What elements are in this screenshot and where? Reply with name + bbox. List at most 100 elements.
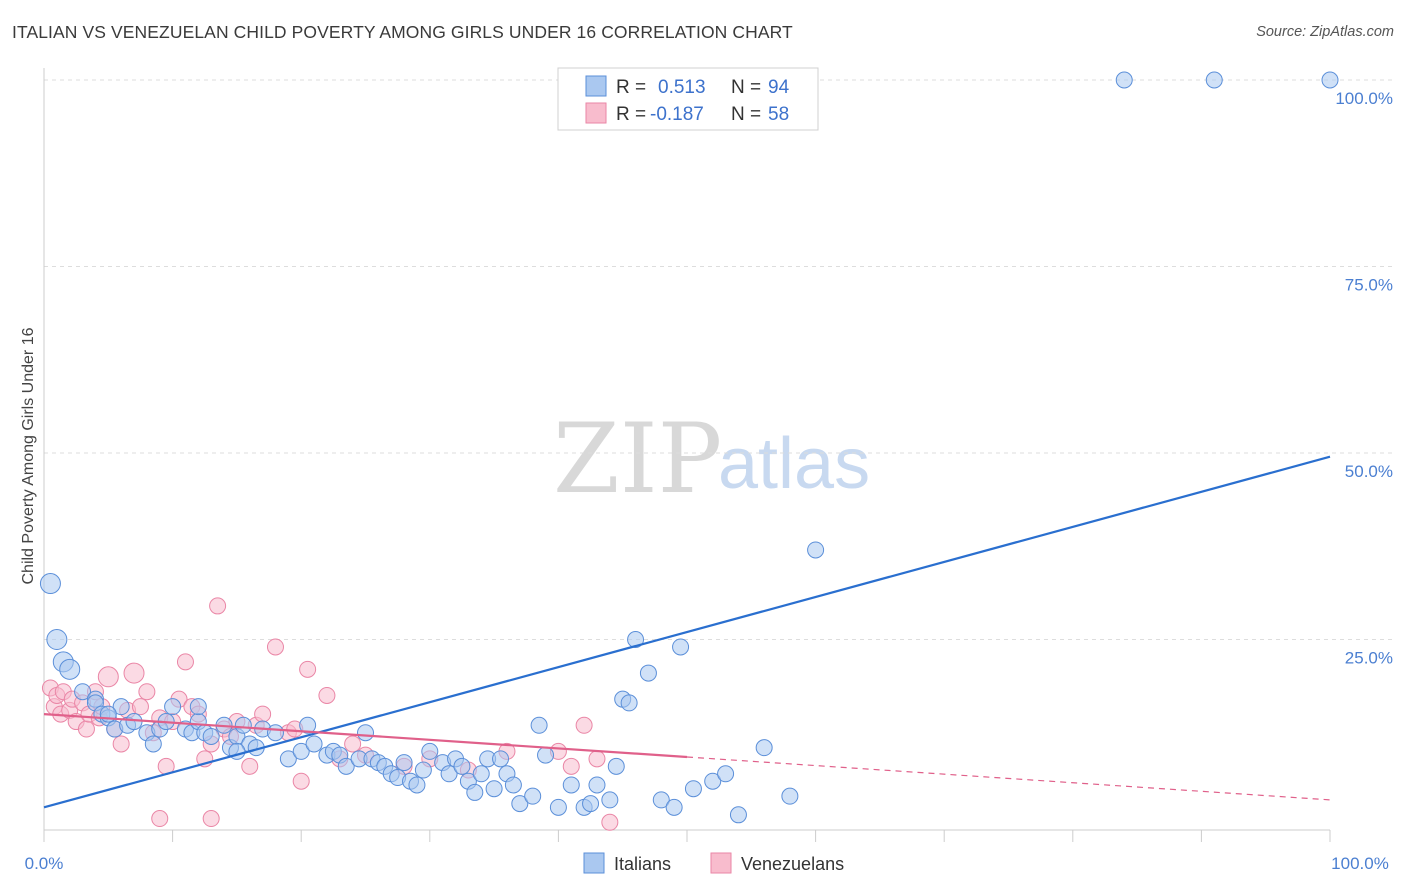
venezuelans-point [202, 810, 220, 828]
chart-source: Source: ZipAtlas.com [1256, 24, 1394, 40]
italians-point [234, 716, 252, 734]
venezuelans-trend-extension [686, 756, 1331, 801]
italians-point [549, 798, 567, 816]
italians-point [279, 750, 297, 768]
venezuelans-point [112, 735, 130, 753]
italians-point [112, 698, 130, 716]
italians-point [421, 742, 439, 760]
x-tick-label-min: 0.0% [25, 854, 64, 873]
venezuelans-n-value: 58 [768, 104, 789, 125]
venezuelans-point [266, 638, 284, 656]
italians-point [164, 698, 182, 716]
y-tick-label-0: 25.0% [1345, 649, 1393, 668]
italians-point [530, 716, 548, 734]
venezuelans-point [254, 705, 272, 723]
venezuelans-point [299, 660, 317, 678]
italians-point [652, 791, 670, 809]
italians-point [1115, 71, 1133, 89]
venezuelans-point [97, 666, 119, 688]
italians-point [189, 698, 207, 716]
italians-point [639, 664, 657, 682]
italians-point [627, 631, 645, 648]
italians-point [807, 541, 825, 559]
italians-point [665, 798, 683, 816]
italians-point [337, 757, 355, 775]
italians-point [466, 783, 484, 801]
italians-point [202, 727, 220, 745]
italians-points [39, 71, 1339, 824]
italians-point [305, 735, 323, 753]
italians-n-label: N = [731, 77, 761, 98]
italians-point [408, 776, 426, 794]
italians-point [453, 757, 471, 775]
y-tick-label-2: 75.0% [1345, 276, 1393, 295]
italians-point [504, 776, 522, 794]
italians-point [144, 735, 162, 753]
venezuelans-point [209, 597, 227, 615]
italians-point [472, 765, 490, 783]
series-legend: Italians Venezuelans [583, 852, 844, 874]
venezuelans-point [588, 750, 606, 768]
italians-point [74, 683, 92, 701]
venezuelans-point [131, 698, 149, 716]
italians-trend-line [43, 455, 1331, 809]
italians-point [292, 742, 310, 760]
italians-r-label: R = [616, 77, 646, 98]
venezuelans-point [77, 720, 95, 738]
venezuelans-point [344, 735, 362, 753]
italians-point [729, 806, 747, 824]
italians-point [704, 772, 722, 790]
italians-point [620, 694, 638, 712]
italians-point [511, 795, 529, 813]
venezuelans-point [176, 653, 194, 671]
venezuelans-n-label: N = [731, 104, 761, 125]
y-tick-label-3: 100.0% [1335, 89, 1393, 108]
italians-n-value: 94 [768, 77, 790, 98]
x-axis-ticks [43, 830, 1331, 842]
venezuelans-point [601, 813, 619, 831]
italians-swatch [585, 75, 607, 97]
italians-point [395, 754, 413, 772]
italians-point [485, 780, 503, 798]
italians-point [607, 757, 625, 775]
venezuelans-point [138, 683, 156, 701]
legend-venezuelans-label: Venezuelans [741, 854, 844, 874]
venezuelans-point [241, 757, 259, 775]
italians-point [39, 573, 61, 595]
italians-point [672, 638, 690, 656]
italians-point [755, 739, 773, 757]
grid-lines [44, 79, 1392, 640]
italians-point [46, 629, 68, 650]
venezuelans-r-label: R = [616, 104, 646, 125]
venezuelans-point [123, 662, 145, 684]
venezuelans-r-value: -0.187 [650, 104, 704, 125]
legend-italians-swatch [583, 852, 605, 874]
italians-point [414, 761, 432, 779]
legend-italians-label: Italians [614, 854, 671, 874]
watermark: ZIP atlas [553, 403, 870, 515]
y-axis-tick-labels: 25.0% 50.0% 75.0% 100.0% [1335, 89, 1393, 668]
italians-point [588, 776, 606, 794]
italians-point [266, 724, 284, 742]
italians-point [781, 787, 799, 805]
x-axis-tick-labels: 0.0% 100.0% [25, 854, 1389, 873]
watermark-atlas: atlas [718, 424, 870, 504]
italians-point [582, 795, 600, 813]
italians-point [684, 780, 702, 798]
italians-point [1205, 71, 1223, 89]
italians-point [357, 724, 374, 742]
italians-point [537, 746, 555, 764]
italians-point [524, 787, 542, 805]
venezuelans-point [562, 757, 580, 775]
venezuelans-swatch [585, 102, 607, 124]
italians-point [562, 776, 580, 794]
italians-point [492, 750, 510, 768]
watermark-zip: ZIP [553, 403, 722, 515]
italians-point [299, 716, 317, 734]
trend-lines [43, 455, 1331, 809]
venezuelans-point [292, 772, 310, 790]
chart-title: ITALIAN VS VENEZUELAN CHILD POVERTY AMON… [12, 22, 793, 42]
italians-point [717, 765, 735, 783]
venezuelans-trend-line [43, 713, 688, 759]
